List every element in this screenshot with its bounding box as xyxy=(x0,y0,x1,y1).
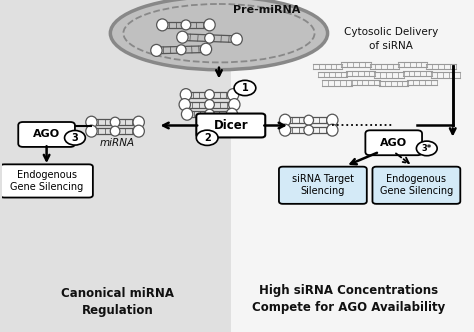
Text: Regulation: Regulation xyxy=(82,304,153,317)
Ellipse shape xyxy=(304,125,313,135)
Ellipse shape xyxy=(180,89,191,101)
Circle shape xyxy=(234,80,256,96)
Ellipse shape xyxy=(182,108,193,120)
Bar xyxy=(2,0,231,332)
Ellipse shape xyxy=(280,114,291,126)
Ellipse shape xyxy=(228,99,240,111)
Text: Canonical miRNA: Canonical miRNA xyxy=(61,287,174,300)
Text: Endogenous
Gene Silencing: Endogenous Gene Silencing xyxy=(380,174,453,196)
Text: 3: 3 xyxy=(72,133,78,143)
Text: Endogenous
Gene Silencing: Endogenous Gene Silencing xyxy=(10,170,83,192)
FancyBboxPatch shape xyxy=(279,167,367,204)
Ellipse shape xyxy=(133,125,145,137)
Text: Dicer: Dicer xyxy=(213,119,248,132)
Ellipse shape xyxy=(205,109,214,119)
Ellipse shape xyxy=(327,114,338,126)
Ellipse shape xyxy=(327,124,338,136)
Text: AGO: AGO xyxy=(33,129,60,139)
Ellipse shape xyxy=(110,0,328,70)
Ellipse shape xyxy=(205,100,214,110)
Text: 2: 2 xyxy=(204,133,210,143)
Circle shape xyxy=(196,130,218,145)
Ellipse shape xyxy=(156,19,168,31)
Ellipse shape xyxy=(201,43,211,55)
Text: Cytosolic Delivery: Cytosolic Delivery xyxy=(344,27,438,37)
Text: 1: 1 xyxy=(242,83,248,93)
Ellipse shape xyxy=(228,89,239,101)
Ellipse shape xyxy=(205,90,214,100)
FancyBboxPatch shape xyxy=(365,130,422,155)
Text: 3*: 3* xyxy=(422,144,432,153)
Text: Pre-miRNA: Pre-miRNA xyxy=(233,5,300,15)
Ellipse shape xyxy=(110,126,120,136)
Ellipse shape xyxy=(280,124,291,136)
Text: miRNA: miRNA xyxy=(100,138,135,148)
Ellipse shape xyxy=(133,116,145,128)
Bar xyxy=(231,0,474,332)
FancyBboxPatch shape xyxy=(196,114,265,137)
Ellipse shape xyxy=(177,31,188,43)
FancyBboxPatch shape xyxy=(18,122,75,147)
Ellipse shape xyxy=(205,33,214,43)
Ellipse shape xyxy=(204,19,215,31)
Ellipse shape xyxy=(226,108,237,120)
FancyBboxPatch shape xyxy=(0,164,93,198)
Text: AGO: AGO xyxy=(380,138,407,148)
Ellipse shape xyxy=(86,125,97,137)
Ellipse shape xyxy=(179,99,191,111)
Ellipse shape xyxy=(86,116,97,128)
Ellipse shape xyxy=(176,45,186,55)
Ellipse shape xyxy=(110,117,120,127)
Ellipse shape xyxy=(231,33,242,45)
Text: Compete for AGO Availability: Compete for AGO Availability xyxy=(252,300,446,314)
Text: High siRNA Concentrations: High siRNA Concentrations xyxy=(259,284,438,297)
FancyBboxPatch shape xyxy=(373,167,460,204)
Ellipse shape xyxy=(151,44,162,56)
Text: siRNA Target
Silencing: siRNA Target Silencing xyxy=(292,174,354,196)
Ellipse shape xyxy=(181,20,191,30)
Text: of siRNA: of siRNA xyxy=(369,42,413,51)
Ellipse shape xyxy=(304,115,313,125)
Circle shape xyxy=(64,130,85,145)
Circle shape xyxy=(416,141,437,156)
